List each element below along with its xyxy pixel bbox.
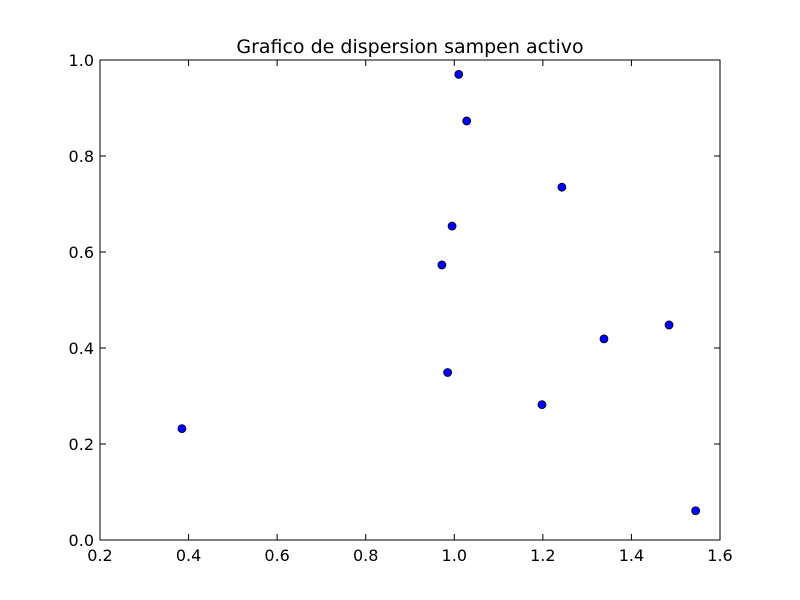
x-tick-label: 0.2 — [87, 546, 112, 565]
scatter-point — [537, 400, 547, 410]
scatter-point — [454, 70, 464, 79]
y-tick-label: 0.4 — [69, 339, 94, 358]
x-tick-label: 0.4 — [176, 546, 201, 565]
y-tick-label: 0.0 — [69, 531, 94, 550]
x-tick-label: 1.6 — [707, 546, 732, 565]
scatter-point — [664, 320, 674, 330]
axes-frame — [99, 59, 721, 541]
x-tick-label: 1.4 — [619, 546, 644, 565]
scatter-point — [443, 368, 453, 377]
scatter-point — [177, 424, 187, 434]
y-tick-label: 0.2 — [69, 435, 94, 454]
x-tick-label: 1.2 — [530, 546, 555, 565]
chart-title: Grafico de dispersion sampen activo — [236, 36, 583, 58]
x-tick-label: 0.8 — [353, 546, 378, 565]
x-tick-label: 1.0 — [442, 546, 467, 565]
scatter-point — [447, 221, 457, 231]
scatter-point — [599, 334, 609, 344]
y-tick-label: 0.6 — [69, 243, 94, 262]
x-tick-label: 0.6 — [264, 546, 289, 565]
scatter-point — [437, 260, 447, 270]
y-tick-label: 1.0 — [69, 51, 94, 70]
scatter-point — [462, 116, 472, 126]
plot-area: 0.2 0.4 0.6 0.8 1.0 1.2 1.4 1.60.00.20.40.60.81… — [69, 51, 733, 565]
scatter-point — [557, 182, 567, 192]
y-tick-label: 0.8 — [69, 147, 94, 166]
scatter-point — [691, 506, 701, 516]
